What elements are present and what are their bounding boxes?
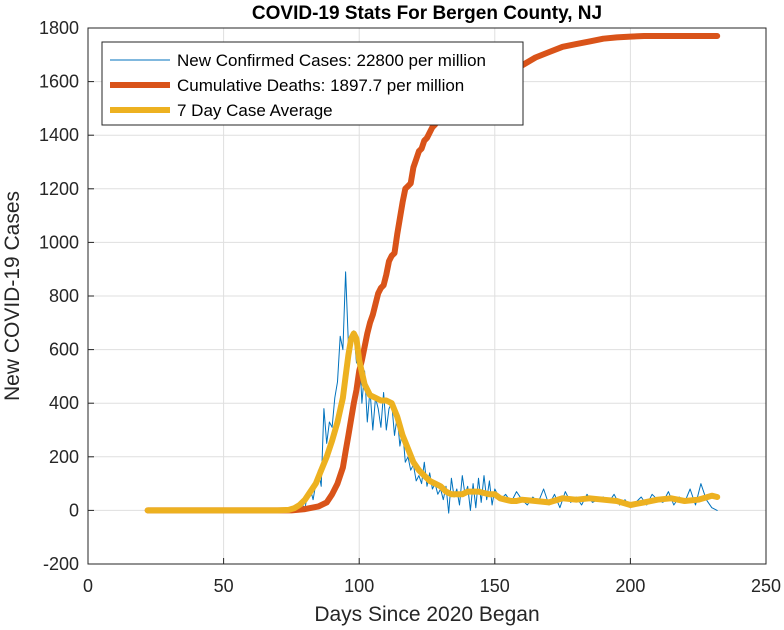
x-tick-label: 150	[480, 576, 510, 596]
y-tick-label: 1600	[39, 72, 79, 92]
y-tick-label: 600	[49, 340, 79, 360]
y-tick-label: 1000	[39, 232, 79, 252]
y-tick-label: 1200	[39, 179, 79, 199]
legend: New Confirmed Cases: 22800 per million C…	[101, 41, 524, 126]
legend-label-7-day-average: 7 Day Case Average	[177, 101, 333, 120]
series-layer	[144, 33, 721, 514]
y-tick-label: 0	[69, 500, 79, 520]
x-axis-ticks: 0 50 100 150 200 250	[83, 558, 781, 596]
x-axis-label: Days Since 2020 Began	[314, 603, 539, 626]
x-tick-label: 100	[344, 576, 374, 596]
x-tick-label: 250	[751, 576, 781, 596]
y-tick-label: 1400	[39, 125, 79, 145]
y-axis-ticks: -200 0 200 400 600 800 1000 1200 1400 1600 1800	[39, 18, 94, 574]
legend-label-new-cases: New Confirmed Cases: 22800 per million	[177, 51, 486, 70]
chart-title: COVID-19 Stats For Bergen County, NJ	[252, 3, 602, 24]
y-tick-label: -200	[43, 554, 79, 574]
series-cumulative-deaths	[144, 33, 721, 514]
legend-box	[101, 41, 524, 126]
y-tick-label: 200	[49, 447, 79, 467]
y-axis-label: New COVID-19 Cases	[1, 191, 24, 401]
x-tick-label: 0	[83, 576, 93, 596]
legend-label-cumulative-deaths: Cumulative Deaths: 1897.7 per million	[177, 76, 464, 95]
x-tick-label: 50	[214, 576, 234, 596]
x-tick-label: 200	[615, 576, 645, 596]
y-tick-label: 1800	[39, 18, 79, 38]
y-tick-label: 800	[49, 286, 79, 306]
series-7-day-average	[144, 330, 721, 514]
y-tick-label: 400	[49, 393, 79, 413]
